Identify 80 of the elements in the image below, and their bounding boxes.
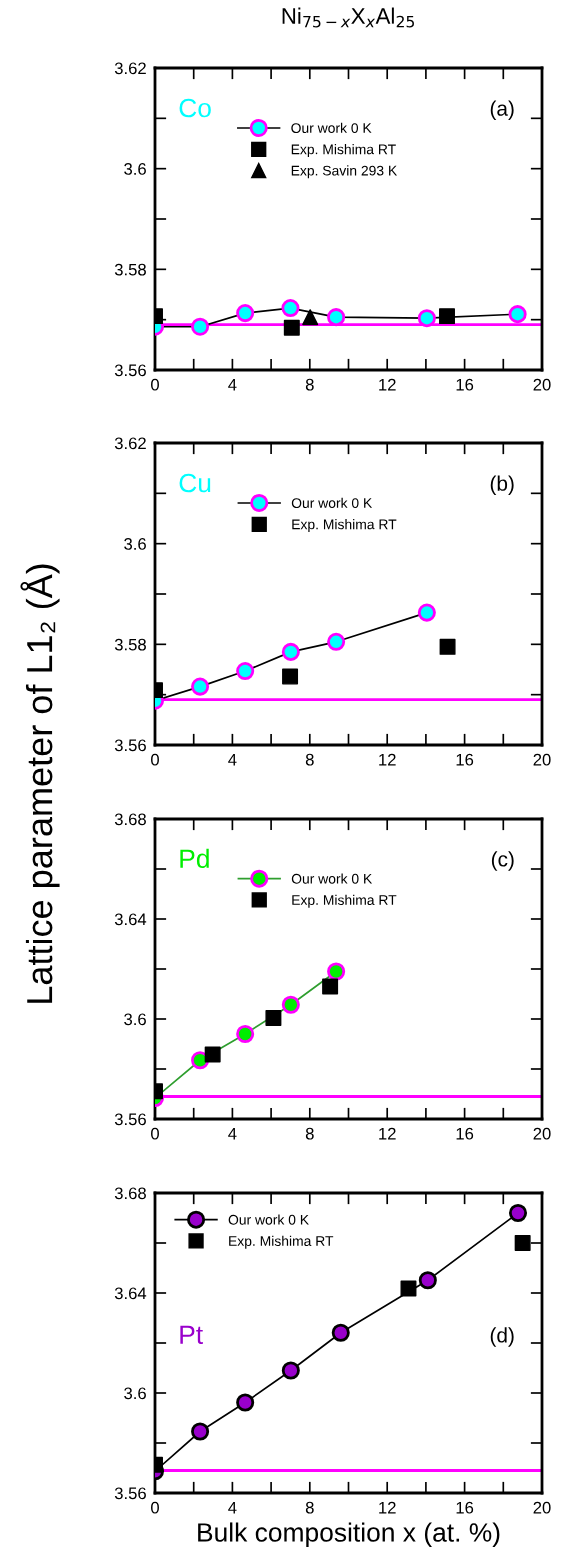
y-tick-label: 3.68 [114, 1187, 146, 1200]
legend-label: Exp. Mishima RT [229, 1235, 334, 1249]
y-tick-label: 3.6 [124, 1387, 146, 1400]
legend-label: Exp. Mishima RT [292, 894, 397, 908]
y-tick-label: 3.6 [124, 1013, 146, 1026]
y-tick-label: 3.58 [114, 263, 146, 276]
x-tick-label: 16 [456, 378, 474, 391]
x-tick-label: 4 [228, 1127, 237, 1140]
x-tick-label: 16 [456, 1501, 474, 1514]
point [191, 677, 210, 696]
legend-label: Our work 0 K [228, 1214, 309, 1225]
y-tick-label: 3.6 [124, 163, 146, 175]
y-tick-label: 3.68 [114, 813, 146, 826]
point [508, 1203, 528, 1223]
x-tick-label: 0 [151, 1127, 159, 1140]
point [417, 603, 436, 622]
point [327, 632, 346, 651]
legend-label: Exp. Mishima RT [292, 519, 397, 533]
legend-label: Our work 0 K [291, 122, 372, 133]
point [281, 642, 300, 661]
x-tick-label: 8 [305, 1501, 314, 1514]
point [236, 1393, 255, 1412]
x-tick-label: 8 [305, 753, 314, 766]
point [327, 962, 346, 981]
annotation: (d) [490, 1327, 514, 1347]
x-tick-label: 20 [533, 1127, 551, 1140]
x-tick-label: 4 [228, 753, 237, 766]
y-tick-label: 3.58 [114, 638, 146, 651]
x-tick-label: 12 [379, 1501, 396, 1514]
y-axis-title: Lattice parameter of L1₂ (Å) [20, 564, 60, 1003]
y-tick-label: 3.56 [114, 1487, 146, 1500]
x-tick-label: 12 [379, 378, 396, 391]
point [281, 1361, 300, 1380]
point [331, 1323, 350, 1342]
x-tick-label: 4 [228, 378, 237, 391]
y-tick-label: 3.56 [114, 739, 146, 752]
x-tick-label: 20 [533, 753, 551, 766]
legend-label: Exp. Mishima RT [291, 144, 396, 158]
x-tick-label: 0 [151, 378, 159, 391]
point [191, 1422, 210, 1441]
annotation: Pd [180, 848, 209, 869]
x-tick-label: 12 [379, 1127, 396, 1140]
point [514, 1235, 531, 1251]
legend-label: Our work 0 K [291, 497, 373, 508]
y-tick-label: 3.62 [114, 62, 146, 75]
annotation: (c) [491, 851, 514, 871]
x-tick-label: 4 [228, 1501, 237, 1514]
chart-title: Ni$_{75−x}$X$_{x}$Al$_{25}$ [282, 7, 414, 28]
legend-label: Exp. Savin 293 K [291, 165, 398, 179]
y-tick-label: 3.64 [114, 1287, 147, 1300]
x-tick-label: 12 [379, 753, 396, 766]
point [281, 995, 300, 1014]
y-tick-label: 3.64 [114, 913, 147, 926]
point [236, 1024, 255, 1044]
x-tick-label: 8 [305, 378, 314, 391]
point [439, 638, 456, 655]
point [204, 1046, 221, 1063]
x-tick-label: 20 [533, 378, 551, 391]
point [418, 1271, 437, 1290]
x-axis-title: Bulk composition x (at. %) [198, 1522, 500, 1548]
point [265, 1010, 282, 1026]
point [282, 668, 299, 685]
x-tick-label: 16 [456, 753, 474, 766]
point [322, 978, 339, 995]
point [236, 661, 255, 681]
y-tick-label: 3.56 [114, 364, 146, 377]
annotation: Pt [180, 1325, 203, 1345]
y-tick-label: 3.62 [114, 437, 146, 450]
annotation: Cu [179, 473, 211, 493]
y-tick-label: 3.6 [124, 538, 146, 550]
legend-label: Our work 0 K [291, 873, 373, 884]
annotation: (a) [490, 100, 514, 120]
x-tick-label: 0 [151, 753, 159, 766]
x-tick-label: 16 [456, 1127, 474, 1140]
annotation: (b) [490, 475, 514, 495]
annotation: Co [179, 98, 211, 118]
y-tick-label: 3.56 [114, 1113, 146, 1126]
x-tick-label: 8 [305, 1127, 314, 1140]
x-tick-label: 20 [533, 1501, 551, 1514]
x-tick-label: 0 [151, 1501, 159, 1514]
